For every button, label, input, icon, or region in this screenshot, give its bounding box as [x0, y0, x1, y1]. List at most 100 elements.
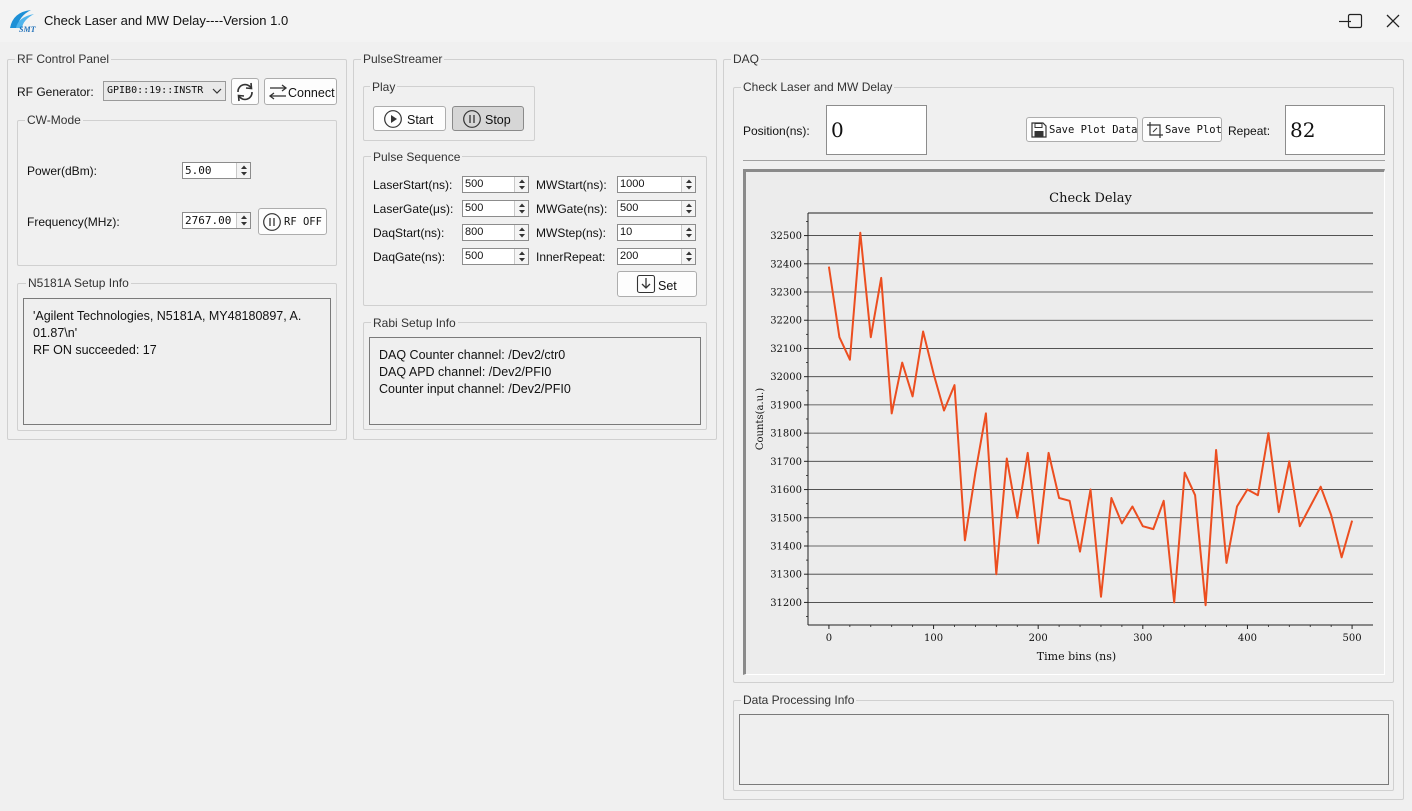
x-tick-label: 200	[1029, 633, 1048, 644]
app-logo-icon: SMT	[7, 8, 41, 34]
laser-gate-label: LaserGate(μs):	[373, 202, 454, 216]
y-tick-label: 31800	[770, 429, 802, 440]
pulse-sequence-title: Pulse Sequence	[371, 150, 463, 164]
x-tick-label: 300	[1133, 633, 1152, 644]
spin-arrows-icon[interactable]	[681, 225, 695, 240]
spin-arrows-icon[interactable]	[681, 177, 695, 192]
n5181a-info-text: 'Agilent Technologies, N5181A, MY4818089…	[23, 298, 331, 425]
mw-start-label: MWStart(ns):	[536, 178, 607, 192]
processing-info-title: Data Processing Info	[741, 693, 857, 707]
repeat-label: Repeat:	[1228, 124, 1271, 138]
y-axis-label: Counts(a.u.)	[755, 388, 766, 450]
mw-gate-label: MWGate(ns):	[536, 202, 608, 216]
frequency-label: Frequency(MHz):	[27, 215, 120, 229]
save-plot-button[interactable]: Save Plot	[1142, 117, 1222, 142]
power-label: Power(dBm):	[27, 164, 98, 178]
x-axis-label: Time bins (ns)	[1037, 650, 1116, 663]
y-tick-label: 31600	[770, 485, 802, 496]
info-line: 01.87\n'	[33, 326, 78, 340]
spin-arrows-icon[interactable]	[514, 177, 528, 192]
rf-toggle-button[interactable]: RF OFF	[258, 208, 327, 235]
y-tick-label: 32200	[770, 316, 802, 327]
rf-generator-select[interactable]: GPIB0::19::INSTR	[103, 81, 226, 101]
power-value: 5.00	[185, 164, 212, 177]
spin-arrows-icon[interactable]	[681, 249, 695, 264]
set-button[interactable]: Set	[617, 271, 697, 297]
laser-gate-spinbox[interactable]: 500	[462, 200, 529, 217]
power-spinbox[interactable]: 5.00	[182, 162, 251, 179]
spin-arrows-icon[interactable]	[514, 225, 528, 240]
refresh-button[interactable]	[231, 78, 259, 105]
save-plot-data-button[interactable]: Save Plot Data	[1026, 117, 1138, 142]
info-line: 'Agilent Technologies, N5181A, MY4818089…	[33, 309, 302, 323]
position-label: Position(ns):	[743, 124, 810, 138]
mw-start-spinbox[interactable]: 1000	[617, 176, 696, 193]
inner-repeat-spinbox[interactable]: 200	[617, 248, 696, 265]
daq-gate-value: 500	[465, 250, 484, 262]
rf-generator-label: RF Generator:	[17, 85, 94, 99]
pause-icon	[463, 110, 481, 128]
position-field[interactable]: 0	[826, 105, 927, 155]
connect-icon	[268, 84, 288, 100]
crop-icon	[1147, 122, 1163, 138]
repeat-field: 82	[1285, 105, 1385, 155]
connect-button-label: Connect	[288, 86, 335, 100]
laser-start-spinbox[interactable]: 500	[462, 176, 529, 193]
cw-mode-group	[17, 120, 337, 266]
spin-arrows-icon[interactable]	[514, 201, 528, 216]
chart-background	[746, 172, 1384, 674]
stop-button[interactable]: Stop	[452, 106, 524, 131]
spin-arrows-icon[interactable]	[236, 213, 250, 228]
daq-start-label: DaqStart(ns):	[373, 226, 445, 240]
y-tick-label: 31200	[770, 598, 802, 609]
laser-gate-value: 500	[465, 202, 484, 214]
maximize-button[interactable]	[1335, 6, 1375, 36]
stop-button-label: Stop	[485, 113, 511, 127]
mw-gate-spinbox[interactable]: 500	[617, 200, 696, 217]
title-bar: SMT Check Laser and MW Delay----Version …	[0, 0, 1412, 42]
mw-step-spinbox[interactable]: 10	[617, 224, 696, 241]
n5181a-info-title: N5181A Setup Info	[26, 276, 131, 290]
chart-title: Check Delay	[1049, 191, 1132, 206]
maximize-icon	[1347, 13, 1363, 29]
pause-icon	[263, 213, 281, 231]
info-line: Counter input channel: /Dev2/PFI0	[379, 382, 571, 396]
rf-control-panel	[7, 59, 347, 440]
check-delay-chart: Check Delay 31200 31300 31400 31500 31600 3170…	[746, 172, 1384, 674]
y-tick-label: 31500	[770, 513, 802, 524]
connect-button[interactable]: Connect	[264, 78, 337, 105]
inner-repeat-label: InnerRepeat:	[536, 250, 606, 264]
data-series-line	[827, 231, 1354, 607]
x-tick-label: 0	[826, 633, 832, 644]
daq-start-spinbox[interactable]: 800	[462, 224, 529, 241]
y-tick-label: 32100	[770, 344, 802, 355]
start-button[interactable]: Start	[373, 106, 446, 131]
rabi-info-title: Rabi Setup Info	[371, 316, 458, 330]
y-tick-label: 32300	[770, 288, 802, 299]
mw-step-label: MWStep(ns):	[536, 226, 607, 240]
daq-panel	[723, 59, 1404, 800]
mw-step-value: 10	[620, 226, 633, 238]
refresh-icon	[237, 82, 253, 102]
separator-line	[743, 160, 1385, 161]
x-tick-label: 100	[924, 633, 943, 644]
mw-start-value: 1000	[620, 178, 645, 190]
y-tick-label: 32000	[770, 372, 802, 383]
y-tick-label: 31400	[770, 541, 802, 552]
daq-gate-spinbox[interactable]: 500	[462, 248, 529, 265]
close-button[interactable]	[1373, 6, 1412, 36]
y-tick-label: 32400	[770, 259, 802, 270]
y-tick-label: 31300	[770, 570, 802, 581]
rf-panel-title: RF Control Panel	[15, 52, 112, 66]
processing-info-group	[733, 700, 1394, 791]
spin-arrows-icon[interactable]	[236, 163, 250, 178]
window-title: Check Laser and MW Delay----Version 1.0	[44, 13, 289, 28]
plot-area[interactable]: Check Delay 31200 31300 31400 31500 31600 3170…	[743, 169, 1385, 675]
rf-toggle-label: RF OFF	[284, 216, 322, 228]
spin-arrows-icon[interactable]	[514, 249, 528, 264]
set-button-label: Set	[658, 279, 677, 293]
spin-arrows-icon[interactable]	[681, 201, 695, 216]
rabi-info-group	[363, 322, 707, 430]
start-button-label: Start	[407, 113, 434, 127]
frequency-spinbox[interactable]: 2767.00	[182, 212, 251, 229]
